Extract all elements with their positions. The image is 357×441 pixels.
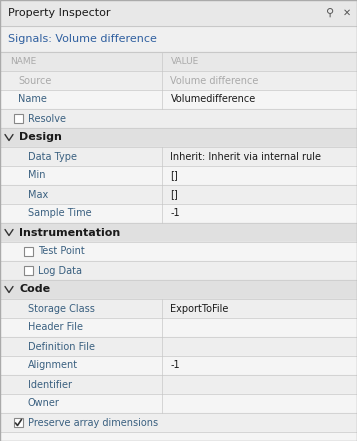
Text: Header File: Header File xyxy=(28,322,83,333)
Text: ExportToFile: ExportToFile xyxy=(170,303,229,314)
Text: Resolve: Resolve xyxy=(28,113,66,123)
Text: Volumedifference: Volumedifference xyxy=(170,94,256,105)
Bar xyxy=(0,166,357,185)
Text: []: [] xyxy=(170,190,178,199)
Text: ⚲: ⚲ xyxy=(326,8,334,18)
Text: Preserve array dimensions: Preserve array dimensions xyxy=(28,418,158,427)
Text: Name: Name xyxy=(18,94,47,105)
Text: Definition File: Definition File xyxy=(28,341,95,351)
Bar xyxy=(0,375,357,394)
Bar xyxy=(0,185,357,204)
Bar xyxy=(0,26,357,52)
Text: Inherit: Inherit via internal rule: Inherit: Inherit via internal rule xyxy=(170,152,321,161)
Bar xyxy=(0,0,357,26)
Bar xyxy=(0,90,357,109)
Bar xyxy=(0,128,357,147)
Bar xyxy=(24,247,33,256)
Bar xyxy=(0,280,357,299)
Bar xyxy=(0,147,357,166)
Text: Property Inspector: Property Inspector xyxy=(8,8,111,18)
Bar xyxy=(0,109,357,128)
Bar xyxy=(14,114,23,123)
Bar xyxy=(0,413,357,432)
Bar xyxy=(0,394,357,413)
Text: Data Type: Data Type xyxy=(28,152,77,161)
Text: Source: Source xyxy=(18,75,51,86)
Text: NAME: NAME xyxy=(10,57,36,66)
Text: Identifier: Identifier xyxy=(28,380,72,389)
Text: Signals: Volume difference: Signals: Volume difference xyxy=(8,34,157,44)
Bar xyxy=(0,223,357,242)
Bar xyxy=(0,318,357,337)
Text: Design: Design xyxy=(19,132,62,142)
Text: Log Data: Log Data xyxy=(38,265,82,276)
Bar xyxy=(0,337,357,356)
Text: -1: -1 xyxy=(170,209,180,218)
Text: VALUE: VALUE xyxy=(170,57,199,66)
Text: -1: -1 xyxy=(170,360,180,370)
Bar xyxy=(0,432,357,441)
Text: Sample Time: Sample Time xyxy=(28,209,92,218)
Bar xyxy=(0,299,357,318)
Text: Alignment: Alignment xyxy=(28,360,78,370)
Text: Min: Min xyxy=(28,171,45,180)
Bar xyxy=(0,261,357,280)
Text: []: [] xyxy=(170,171,178,180)
Text: Test Point: Test Point xyxy=(38,247,85,257)
Bar xyxy=(0,242,357,261)
Text: Storage Class: Storage Class xyxy=(28,303,95,314)
Text: Instrumentation: Instrumentation xyxy=(19,228,120,238)
Bar xyxy=(0,71,357,90)
Text: Code: Code xyxy=(19,284,50,295)
Text: ✕: ✕ xyxy=(343,8,351,18)
Text: Max: Max xyxy=(28,190,48,199)
Bar xyxy=(0,356,357,375)
Text: Owner: Owner xyxy=(28,399,60,408)
Bar xyxy=(0,204,357,223)
Bar xyxy=(14,418,23,427)
Bar xyxy=(0,52,357,71)
Text: Volume difference: Volume difference xyxy=(170,75,259,86)
Bar xyxy=(24,266,33,275)
